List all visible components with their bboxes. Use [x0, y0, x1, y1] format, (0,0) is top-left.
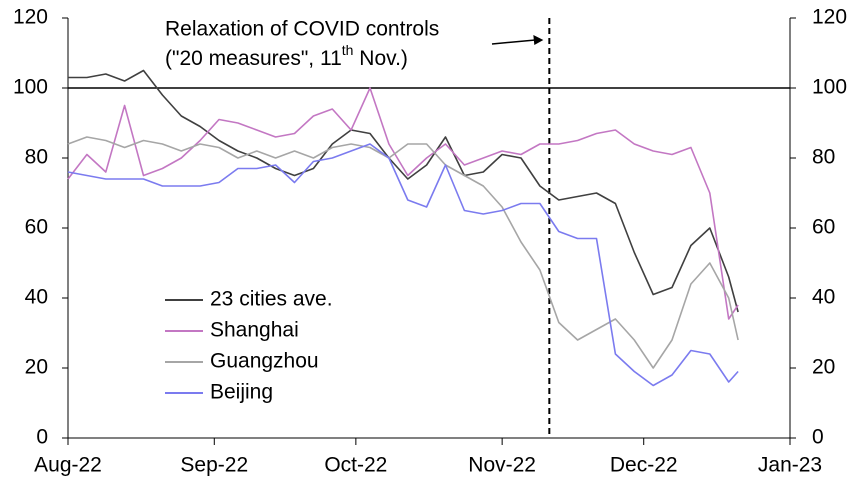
annotation-text: ("20 measures", 11 — [165, 47, 342, 70]
y-tick-label: 0 — [36, 426, 48, 449]
series-line — [67, 143, 739, 387]
y-tick-label: 40 — [25, 286, 48, 309]
annotation-line2: ("20 measures", 11th Nov.) — [165, 42, 408, 70]
x-tick-label: Dec-22 — [610, 454, 678, 477]
y2-tick-label: 120 — [812, 6, 847, 29]
legend-label: Beijing — [210, 381, 273, 404]
series-line — [68, 69, 739, 313]
y-tick-label: 80 — [25, 146, 48, 169]
y2-tick-label: 60 — [812, 216, 835, 239]
y2-tick-label: 40 — [812, 286, 835, 309]
y-tick-label: 60 — [25, 216, 48, 239]
y-tick-label: 100 — [13, 76, 48, 99]
annotation-line1: Relaxation of COVID controls — [165, 18, 439, 41]
x-tick-label: Nov-22 — [468, 454, 536, 477]
y2-tick-label: 20 — [812, 356, 835, 379]
annotation-text: Nov.) — [353, 47, 407, 70]
x-tick-label: Aug-22 — [34, 454, 102, 477]
legend-label: Shanghai — [210, 319, 299, 342]
y-tick-label: 120 — [13, 6, 48, 29]
x-tick-label: Sep-22 — [180, 454, 248, 477]
y2-tick-label: 0 — [812, 426, 824, 449]
y2-tick-label: 100 — [812, 76, 847, 99]
series-line — [67, 136, 739, 369]
y-tick-label: 20 — [25, 356, 48, 379]
legend-label: Guangzhou — [210, 350, 319, 373]
x-tick-label: Jan-23 — [758, 454, 822, 477]
x-tick-label: Oct-22 — [324, 454, 387, 477]
y2-tick-label: 80 — [812, 146, 835, 169]
annotation-sup: th — [342, 42, 354, 58]
legend-label: 23 cities ave. — [210, 288, 333, 311]
annotation-arrow — [491, 39, 536, 45]
series-line — [67, 87, 739, 320]
annotation-arrowhead — [533, 35, 544, 45]
